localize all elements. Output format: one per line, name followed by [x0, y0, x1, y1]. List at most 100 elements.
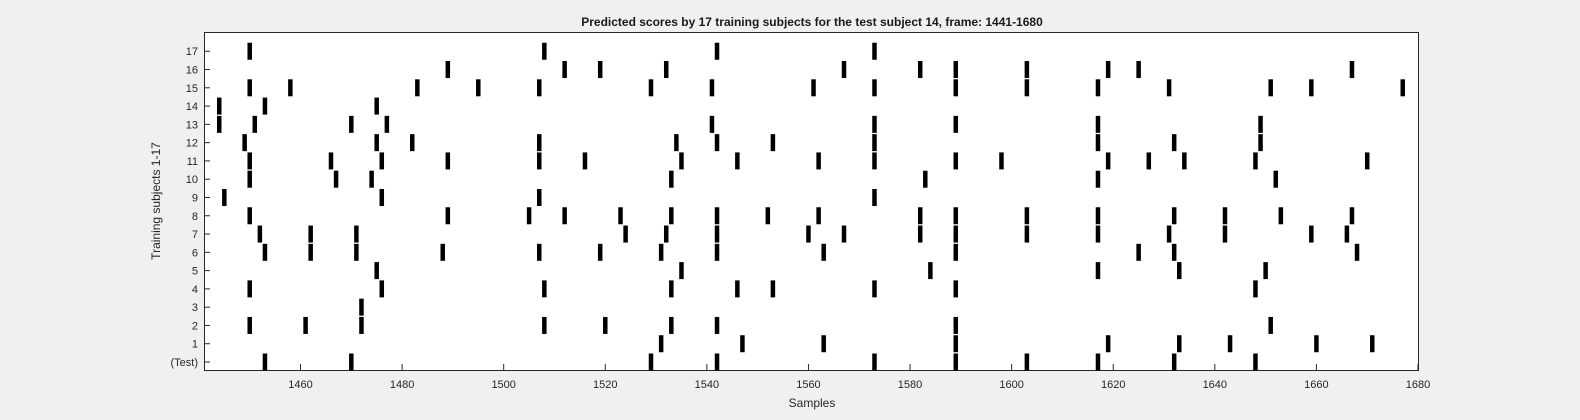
raster-mark: [374, 262, 379, 280]
raster-mark: [953, 115, 959, 133]
raster-mark: [1268, 316, 1273, 334]
raster-mark: [445, 152, 451, 170]
y-tick-label: 3: [192, 302, 198, 314]
raster-mark: [740, 335, 745, 353]
raster-mark: [1136, 243, 1141, 261]
x-tick-label: 1460: [288, 379, 312, 391]
raster-mark: [1095, 79, 1101, 97]
raster-mark: [735, 280, 740, 298]
raster-mark: [328, 152, 334, 170]
raster-mark: [1253, 152, 1258, 170]
raster-mark: [1024, 79, 1030, 97]
raster-mark: [953, 225, 959, 243]
raster-mark: [1095, 134, 1101, 152]
raster-mark: [1024, 207, 1030, 225]
raster-mark: [374, 134, 379, 152]
raster-mark: [1309, 79, 1314, 97]
raster-mark: [872, 353, 877, 371]
raster-mark: [648, 79, 654, 97]
raster-mark: [1349, 207, 1355, 225]
x-tick-label: 1540: [695, 379, 719, 391]
raster-mark: [999, 152, 1004, 170]
raster-mark: [1227, 335, 1233, 353]
raster-mark: [658, 243, 664, 261]
raster-mark: [1349, 61, 1355, 79]
raster-mark: [374, 97, 379, 115]
raster-mark: [526, 207, 532, 225]
raster-mark: [445, 61, 451, 79]
raster-mark: [663, 225, 669, 243]
raster-mark: [1314, 335, 1319, 353]
raster-mark: [953, 61, 959, 79]
raster-mark: [1166, 79, 1172, 97]
raster-mark: [242, 134, 247, 152]
raster-mark: [679, 262, 684, 280]
raster-mark: [1146, 152, 1152, 170]
x-tick-label: 1580: [898, 379, 922, 391]
raster-mark: [537, 79, 542, 97]
raster-mark: [953, 243, 959, 261]
raster-mark: [1253, 353, 1258, 371]
raster-mark: [1095, 262, 1101, 280]
raster-mark: [349, 353, 354, 371]
raster-mark: [872, 79, 877, 97]
raster-mark: [308, 243, 313, 261]
x-axis: 1460 1480 1500 1520 1540 1560 1580 1600 1620 1640…: [288, 364, 1430, 391]
raster-mark: [1177, 335, 1182, 353]
raster-mark: [953, 316, 959, 334]
raster-mark: [1105, 152, 1111, 170]
x-tick-label: 1520: [593, 379, 617, 391]
raster-mark: [1171, 134, 1177, 152]
raster-mark: [1258, 134, 1263, 152]
raster-mark: [1400, 79, 1406, 97]
x-axis-label: Samples: [789, 396, 836, 410]
raster-mark: [923, 170, 928, 188]
y-tick-label: (Test): [171, 357, 199, 369]
y-tick-label: 15: [186, 83, 198, 95]
x-tick-label: 1660: [1304, 379, 1328, 391]
raster-mark: [288, 79, 293, 97]
y-tick-label: 7: [192, 229, 198, 241]
raster-mark: [1364, 152, 1370, 170]
raster-mark: [709, 79, 715, 97]
raster-mark: [252, 115, 258, 133]
x-tick-label: 1680: [1406, 379, 1430, 391]
y-tick-label: 1: [192, 339, 198, 351]
raster-mark: [542, 280, 547, 298]
raster-mark: [1136, 61, 1141, 79]
raster-mark: [359, 316, 364, 334]
raster-mark: [1095, 170, 1101, 188]
raster-mark: [333, 170, 339, 188]
raster-mark: [1309, 225, 1314, 243]
raster-mark: [872, 42, 877, 60]
raster-mark: [1182, 152, 1187, 170]
raster-mark: [1268, 79, 1273, 97]
raster-mark: [872, 134, 877, 152]
raster-mark: [384, 115, 390, 133]
raster-mark: [537, 243, 542, 261]
raster-mark: [222, 188, 227, 206]
raster-mark: [537, 152, 542, 170]
raster-mark: [247, 42, 252, 60]
raster-mark: [1095, 353, 1101, 371]
raster-mark: [537, 188, 542, 206]
raster-mark: [669, 170, 674, 188]
raster-mark: [841, 61, 847, 79]
raster-mark: [1024, 353, 1030, 371]
y-tick-label: 9: [192, 192, 198, 204]
raster-mark: [1273, 170, 1279, 188]
raster-mark: [542, 316, 547, 334]
raster-mark: [872, 280, 877, 298]
raster-mark: [582, 152, 588, 170]
raster-mark: [1024, 61, 1030, 79]
raster-mark: [1171, 353, 1177, 371]
raster-mark: [648, 353, 654, 371]
raster-mark: [562, 61, 567, 79]
raster-mark: [262, 243, 268, 261]
raster-mark: [379, 280, 385, 298]
raster-mark: [1105, 61, 1111, 79]
raster-mark: [1095, 225, 1101, 243]
raster-mark: [1258, 115, 1263, 133]
